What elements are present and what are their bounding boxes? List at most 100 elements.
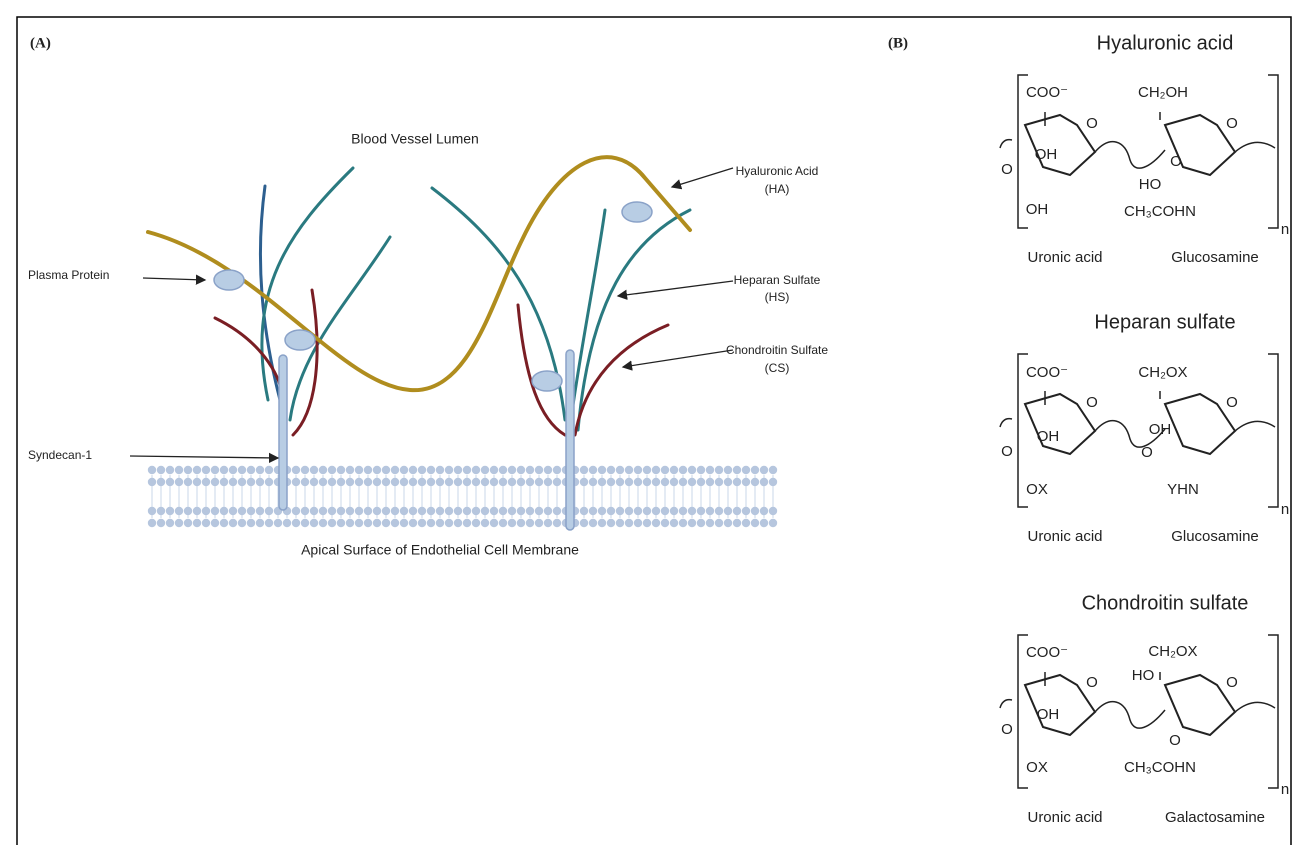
heparan-fiber <box>260 166 355 402</box>
bracket <box>1268 74 1279 229</box>
lipid-head <box>669 465 679 475</box>
plasma-protein <box>531 370 563 392</box>
chemical-group: CH₃COHN <box>1124 759 1196 776</box>
lipid-head <box>759 465 769 475</box>
arrow <box>129 452 280 464</box>
lipid-head <box>300 477 310 487</box>
ring <box>1163 392 1237 456</box>
lipid-head <box>435 506 445 516</box>
lipid-head <box>408 506 418 516</box>
lipid-head <box>183 465 193 475</box>
lipid-head <box>264 465 274 475</box>
plasma-protein <box>621 201 653 223</box>
lipid-head <box>390 477 400 487</box>
lipid-head <box>732 506 742 516</box>
lipid-head <box>210 477 220 487</box>
lipid-head <box>678 465 688 475</box>
lipid-head <box>768 477 778 487</box>
lipid-head <box>354 506 364 516</box>
lipid-head <box>543 518 553 528</box>
lipid-head <box>345 506 355 516</box>
annotation: Syndecan-1 <box>28 448 92 462</box>
lipid-head <box>615 518 625 528</box>
lipid-head <box>408 477 418 487</box>
lipid-head <box>426 518 436 528</box>
lipid-head <box>327 518 337 528</box>
lipid-head <box>426 477 436 487</box>
chondroitin-fiber <box>516 303 567 437</box>
lipid-head <box>741 518 751 528</box>
lipid-head <box>228 506 238 516</box>
lipid-head <box>318 506 328 516</box>
lipid-head <box>336 506 346 516</box>
lipid-head <box>228 477 238 487</box>
lipid-head <box>624 506 634 516</box>
lipid-head <box>651 465 661 475</box>
chemical-group: O <box>1170 153 1182 170</box>
lipid-head <box>615 465 625 475</box>
lipid-head <box>183 518 193 528</box>
lipid-head <box>381 465 391 475</box>
lipid-head <box>588 477 598 487</box>
lipid-head <box>309 465 319 475</box>
lipid-head <box>651 477 661 487</box>
lipid-head <box>363 465 373 475</box>
lipid-head <box>156 465 166 475</box>
lipid-head <box>246 465 256 475</box>
lipid-head <box>246 506 256 516</box>
annotation: (CS) <box>765 361 790 375</box>
lipid-head <box>201 465 211 475</box>
region-label: Apical Surface of Endothelial Cell Membr… <box>301 542 579 558</box>
lipid-head <box>444 518 454 528</box>
lipid-head <box>606 465 616 475</box>
bracket <box>1017 353 1028 508</box>
lipid-head <box>291 518 301 528</box>
chemical-group: HO <box>1139 176 1162 193</box>
bond <box>999 112 1276 169</box>
arrow <box>616 280 734 300</box>
lipid-head <box>390 506 400 516</box>
chondroitin-fiber <box>291 288 319 437</box>
lipid-head <box>453 506 463 516</box>
lipid-head <box>651 518 661 528</box>
heparan-fiber <box>576 208 692 432</box>
lipid-head <box>201 506 211 516</box>
lipid-head <box>237 518 247 528</box>
lipid-head <box>588 518 598 528</box>
bond <box>999 391 1276 448</box>
chemical-group: n <box>1281 501 1289 518</box>
lipid-head <box>759 518 769 528</box>
lipid-head <box>624 465 634 475</box>
lipid-head <box>597 465 607 475</box>
lipid-head <box>453 518 463 528</box>
lipid-head <box>723 518 733 528</box>
lipid-head <box>615 506 625 516</box>
lipid-head <box>534 518 544 528</box>
lipid-head <box>345 518 355 528</box>
lipid-head <box>498 477 508 487</box>
chondroitin-fiber <box>573 323 670 437</box>
lipid-head <box>156 506 166 516</box>
lipid-head <box>507 477 517 487</box>
lipid-head <box>516 465 526 475</box>
lipid-head <box>714 518 724 528</box>
lipid-head <box>543 506 553 516</box>
lipid-head <box>534 465 544 475</box>
chemical-group: OH <box>1026 201 1049 218</box>
lipid-head <box>741 465 751 475</box>
lipid-head <box>390 518 400 528</box>
lipid-head <box>291 506 301 516</box>
lipid-head <box>399 518 409 528</box>
lipid-head <box>624 518 634 528</box>
lipid-head <box>696 477 706 487</box>
lipid-head <box>678 506 688 516</box>
lipid-head <box>309 506 319 516</box>
lipid-head <box>480 506 490 516</box>
lipid-head <box>363 518 373 528</box>
lipid-head <box>633 518 643 528</box>
lipid-head <box>228 465 238 475</box>
chemical-group: OH <box>1035 146 1058 163</box>
chemical-group: OX <box>1026 481 1048 498</box>
bond <box>999 672 1276 729</box>
lipid-head <box>489 506 499 516</box>
